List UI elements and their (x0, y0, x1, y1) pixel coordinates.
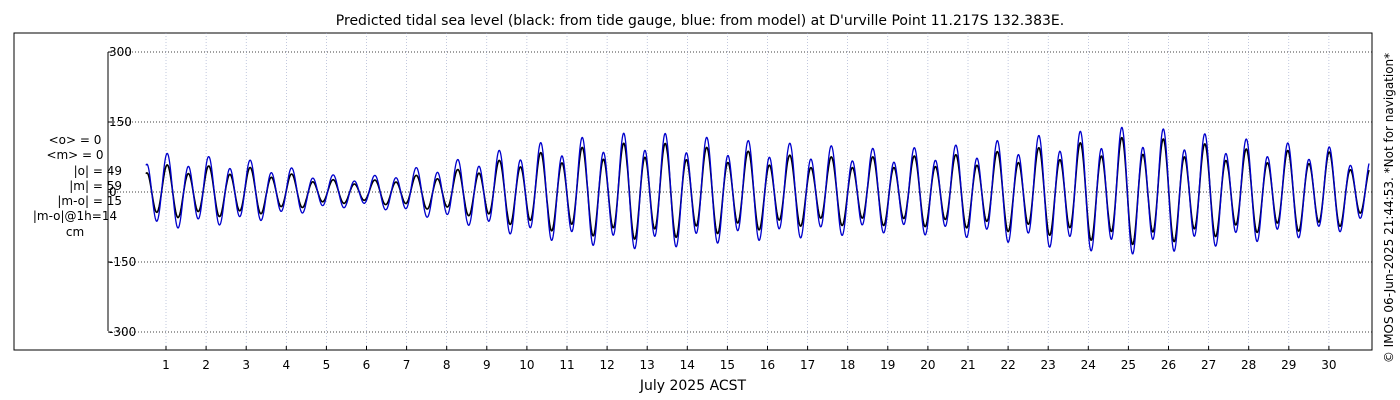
x-tick-label: 2 (202, 358, 210, 372)
stat-abs-obs: |o| = 49 (73, 163, 122, 178)
x-tick-label: 12 (599, 358, 614, 372)
y-tick-label: 150 (109, 115, 132, 129)
y-tick-label: 0 (109, 185, 117, 199)
stats-panel: <o> = 0 <m> = 0 |o| = 49 |m| = 59 |m-o| … (14, 133, 136, 240)
x-tick-label: 11 (559, 358, 574, 372)
x-tick-label: 8 (443, 358, 451, 372)
x-tick-label: 10 (519, 358, 534, 372)
x-tick-label: 24 (1081, 358, 1096, 372)
x-tick-label: 19 (880, 358, 895, 372)
stat-units: cm (65, 224, 85, 239)
x-tick-label: 5 (323, 358, 331, 372)
series-layer (145, 126, 1370, 255)
x-tick-label: 18 (840, 358, 855, 372)
chart-title: Predicted tidal sea level (black: from t… (336, 13, 1064, 29)
stat-abs-diff: |m-o| = 15 (57, 194, 122, 209)
x-tick-label: 16 (760, 358, 775, 372)
stat-abs-model: |m| = 59 (69, 178, 122, 193)
grid-lines (108, 33, 1372, 350)
x-tick-label: 3 (242, 358, 250, 372)
x-axis: 1 2 3 4 5 6 7 8 9 10 11 12 13 14 15 16 17 18 19 20 21 22 23 24 2… (162, 346, 1337, 372)
plot-area-frame (13, 32, 1373, 351)
x-tick-label: 14 (680, 358, 695, 372)
x-tick-label: 28 (1241, 358, 1256, 372)
stat-mean-model: <m> = 0 (46, 148, 104, 163)
stat-abs-diff-1h: |m-o|@1h=14 (32, 209, 118, 224)
x-tick-label: 6 (363, 358, 371, 372)
credit-text: © IMOS 06-Jun-2025 21:44:53. *Not for na… (1382, 53, 1396, 363)
x-tick-label: 26 (1161, 358, 1176, 372)
x-tick-label: 4 (282, 358, 290, 372)
x-tick-label: 17 (800, 358, 815, 372)
x-tick-label: 9 (483, 358, 491, 372)
y-axis: 300 150 0 -150 -300 (108, 45, 136, 339)
x-tick-label: 21 (960, 358, 975, 372)
x-tick-label: 1 (162, 358, 170, 372)
x-tick-label: 13 (640, 358, 655, 372)
x-tick-label: 29 (1281, 358, 1296, 372)
x-axis-label: July 2025 ACST (639, 378, 747, 394)
x-tick-label: 7 (403, 358, 411, 372)
x-tick-label: 30 (1321, 358, 1336, 372)
y-tick-label: -300 (109, 325, 136, 339)
x-tick-label: 25 (1121, 358, 1136, 372)
y-tick-label: -150 (109, 255, 136, 269)
x-tick-label: 15 (720, 358, 735, 372)
stat-mean-obs: <o> = 0 (48, 133, 102, 147)
x-tick-label: 23 (1041, 358, 1056, 372)
x-tick-label: 22 (1000, 358, 1015, 372)
x-tick-label: 20 (920, 358, 935, 372)
series-line-model (145, 126, 1370, 255)
x-tick-label: 27 (1201, 358, 1216, 372)
y-tick-label: 300 (109, 45, 132, 59)
